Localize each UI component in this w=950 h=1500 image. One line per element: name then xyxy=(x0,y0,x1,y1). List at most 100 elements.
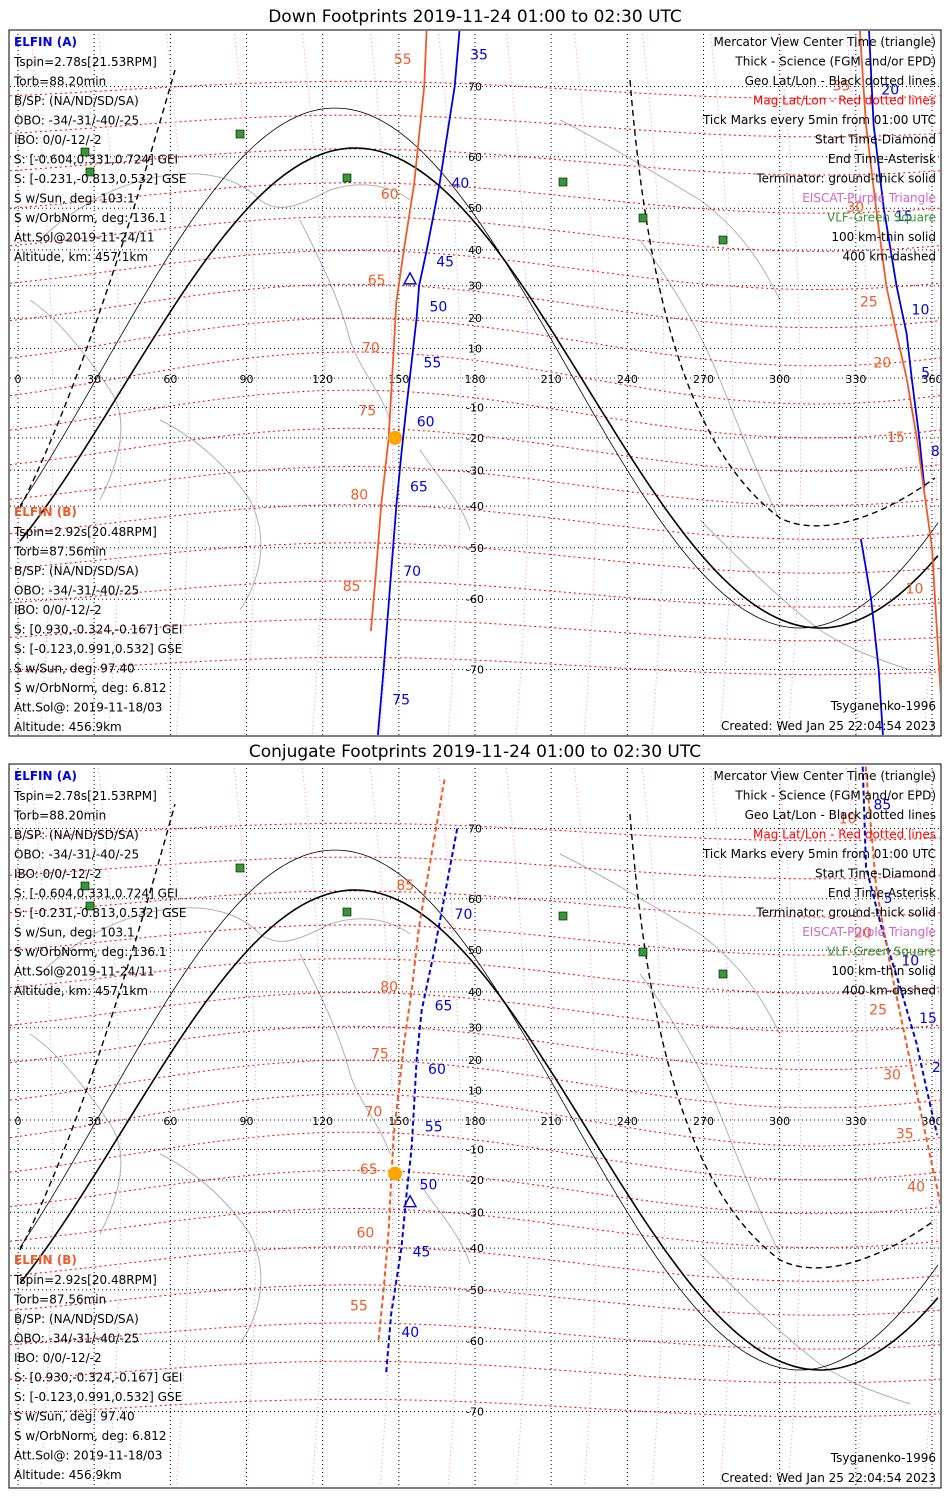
mag-lon-line xyxy=(301,765,326,1487)
legend-line: Thick - Science (FGM and/or EPD) xyxy=(734,789,936,803)
center-time-sun-marker xyxy=(388,430,403,445)
elfin-b-info-line: OBO: -34/-31/-40/-25 xyxy=(14,1332,139,1346)
lat-tick-label: 50 xyxy=(468,944,482,957)
mag-lon-line xyxy=(97,765,122,1487)
elfin-b-info-line: S: [0.930,-0.324,-0.167] GEI xyxy=(14,623,182,637)
lat-tick-label: -30 xyxy=(466,1206,484,1219)
mag-lat-line xyxy=(10,283,940,329)
elfin-a-info-line: S w/OrbNorm, deg: 136.1 xyxy=(14,211,166,225)
mag-lat-line xyxy=(10,1059,940,1109)
minute-tick-label: 5 xyxy=(884,891,893,907)
terminator-ground xyxy=(19,147,939,629)
minute-tick-label: 60 xyxy=(417,414,435,430)
mag-lat-line xyxy=(10,924,940,956)
vlf-station xyxy=(558,177,568,187)
elfin-b-info-line: S w/OrbNorm, deg: 6.812 xyxy=(14,1429,166,1443)
legend-line: Mag Lat/Lon - Red dotted lines xyxy=(753,94,936,108)
lon-tick-label: 210 xyxy=(541,1115,562,1128)
center-time-triangle-icon xyxy=(402,271,418,285)
minute-tick-label: 60 xyxy=(356,1226,374,1242)
mag-lat-line xyxy=(10,1360,940,1384)
minute-tick-label: 70 xyxy=(403,564,421,580)
mag-lat-line xyxy=(10,114,940,138)
mag-lon-line xyxy=(165,765,190,1487)
minute-tick-label: 85 xyxy=(343,579,361,595)
elfin-a-info-line: Altitude, km: 457.1km xyxy=(14,250,148,264)
lon-tick-label: 60 xyxy=(163,1115,177,1128)
footprint-track xyxy=(868,31,926,488)
mag-lat-line xyxy=(10,182,940,214)
lat-tick-label: 30 xyxy=(468,1022,482,1035)
mag-lat-line xyxy=(10,1208,940,1248)
lon-tick-label: 240 xyxy=(617,373,638,386)
terminator-100km xyxy=(19,107,939,629)
elfin-b-info-line: Att.Sol@: 2019-11-18/03 xyxy=(14,1449,162,1463)
elfin-a-info-line: Tspin=2.78s[21.53RPM] xyxy=(13,55,157,69)
lat-tick-label: 50 xyxy=(468,202,482,215)
lat-tick-label: 40 xyxy=(468,986,482,999)
legend-line: 100 km-thin solid xyxy=(831,964,936,978)
minute-tick-label: 35 xyxy=(896,1127,914,1143)
legend-line: End Time-Asterisk xyxy=(828,152,936,166)
elfin-b-info-line: S w/OrbNorm, deg: 6.812 xyxy=(14,681,166,695)
coastline xyxy=(29,299,122,501)
elfin-b-info-line: Tspin=2.92s[20.48RPM] xyxy=(13,525,157,539)
lon-tick-label: 60 xyxy=(163,373,177,386)
lon-tick-label: 30 xyxy=(87,373,101,386)
lon-tick-label: 210 xyxy=(541,373,562,386)
lon-tick-label: 300 xyxy=(769,1115,790,1128)
mag-lon-line xyxy=(437,765,462,1487)
lon-tick-label: 90 xyxy=(240,373,254,386)
mag-lat-line xyxy=(10,504,940,540)
footprint-track xyxy=(861,765,939,1135)
elfin-a-info-line: Tspin=2.78s[21.53RPM] xyxy=(13,789,157,803)
mag-lat-line xyxy=(10,1093,940,1147)
mag-lat-line xyxy=(10,618,940,642)
lat-tick-label: 20 xyxy=(468,312,482,325)
terminator-ground xyxy=(19,889,939,1371)
footprint-track xyxy=(858,31,940,697)
lat-tick-label: 60 xyxy=(468,151,482,164)
legend-line: Terminator: ground-thick solid xyxy=(755,906,936,920)
mag-lat-line xyxy=(10,656,940,676)
minute-tick-label: 10 xyxy=(912,302,930,318)
lat-tick-label: -20 xyxy=(466,432,484,445)
elfin-a-title: ELFIN (A) xyxy=(14,769,77,783)
legend-line: Thick - Science (FGM and/or EPD) xyxy=(734,55,936,69)
coastline xyxy=(299,953,391,1155)
minute-tick-label: 55 xyxy=(350,1299,368,1315)
minute-tick-label: 60 xyxy=(381,187,399,203)
mag-lat-line xyxy=(10,1284,940,1316)
mag-lat-line xyxy=(10,250,940,290)
vlf-station xyxy=(85,901,95,911)
legend-line: EISCAT-Purple Triangle xyxy=(802,925,936,939)
lat-tick-label: -50 xyxy=(466,1284,484,1297)
created-label: Created: Wed Jan 25 22:04:54 2023 xyxy=(721,1471,936,1485)
elfin-a-info-line: S: [-0.604,0.331,0.724] GEI xyxy=(14,887,178,901)
minute-tick-label: 65 xyxy=(435,998,453,1014)
lat-tick-label: -60 xyxy=(466,1335,484,1348)
footprint-track xyxy=(864,765,940,1207)
legend-line: Tick Marks every 5min from 01:00 UTC xyxy=(702,847,936,861)
vlf-station xyxy=(85,167,95,177)
lat-tick-label: 70 xyxy=(468,822,482,835)
minute-tick-label: 35 xyxy=(833,78,851,94)
lat-tick-label: 60 xyxy=(468,893,482,906)
elfin-a-info-line: Att.Sol@2019-11-24/11 xyxy=(14,231,155,245)
footprint-track xyxy=(377,31,461,735)
coastline xyxy=(559,853,781,1035)
conjugate-footprints-panel: Conjugate Footprints 2019-11-24 01:00 to… xyxy=(8,742,942,1489)
elfin-a-info-line: S: [-0.231,-0.813,0.532] GSE xyxy=(14,906,187,920)
minute-tick-label: 80 xyxy=(380,980,398,996)
minute-tick-label: 40 xyxy=(401,1325,419,1341)
vlf-station xyxy=(718,969,728,979)
minute-tick-label: 65 xyxy=(368,273,386,289)
mag-lon-line xyxy=(641,765,666,1487)
lat-tick-label: 30 xyxy=(468,280,482,293)
elfin-a-title: ELFIN (A) xyxy=(14,35,77,49)
legend-line: Mercator View Center Time (triangle) xyxy=(714,769,936,783)
vlf-station xyxy=(80,881,90,891)
minute-tick-label: 75 xyxy=(358,404,376,420)
lat-tick-label: -30 xyxy=(466,464,484,477)
